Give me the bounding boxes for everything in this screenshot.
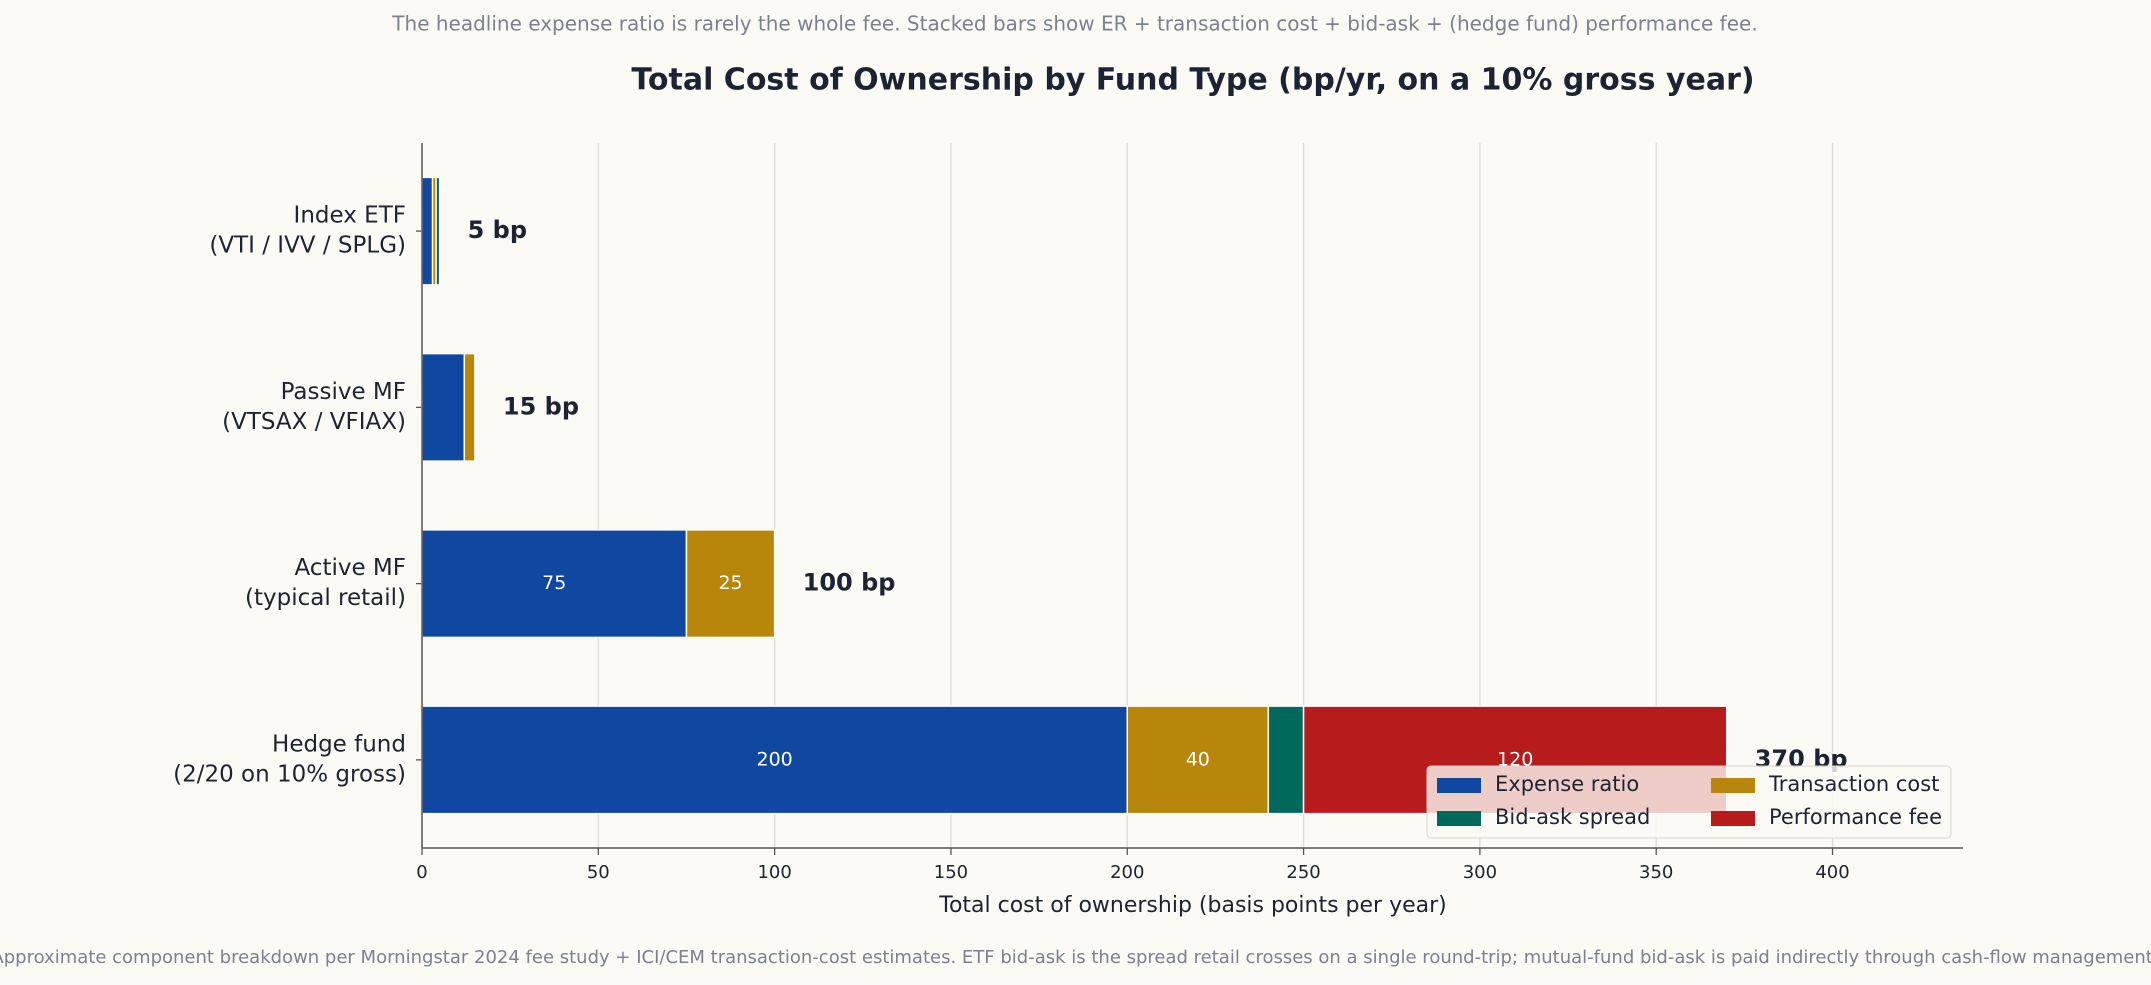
y-tick-label-line2: (2/20 on 10% gross) [173,761,406,787]
x-axis-label: Total cost of ownership (basis points pe… [938,893,1446,918]
x-tick-label: 50 [587,862,610,883]
total-label: 15 bp [503,392,579,420]
legend-label: Bid-ask spread [1495,805,1650,829]
x-tick-label: 200 [1110,862,1144,883]
x-tick-label: 100 [757,862,791,883]
legend-swatch [1437,778,1481,793]
bar-segment [1126,705,1270,815]
y-tick-label-line2: (VTI / IVV / SPLG) [209,233,406,259]
chart-title: Total Cost of Ownership by Fund Type (bp… [631,63,1754,98]
legend-label: Performance fee [1769,805,1942,829]
legend: Expense ratio Transaction cost Bid-ask spr… [1426,765,1952,839]
segment-label: 200 [756,748,792,770]
y-tick-label-line1: Passive MF [281,379,406,405]
bar-segment [685,529,776,639]
legend-box [1426,765,1952,839]
x-tick-label: 250 [1286,862,1320,883]
bar-segment [1267,705,1305,815]
subtitle: The headline expense ratio is rarely the… [391,12,1757,36]
segment-label: 40 [1186,748,1210,770]
x-tick-label: 350 [1639,862,1673,883]
x-tick-label: 0 [416,862,427,883]
total-label: 5 bp [468,216,527,244]
legend-label: Expense ratio [1495,772,1639,796]
footer: Approximate component breakdown per Morn… [0,947,2151,968]
segment-label: 120 [1497,748,1533,770]
y-tick-label-line2: (typical retail) [245,585,406,611]
x-tick-label: 300 [1463,862,1497,883]
bar-segment [463,352,476,462]
x-tick-label: 150 [934,862,968,883]
y-tick-label-line1: Index ETF [294,203,406,229]
bar-segment [435,176,441,286]
y-tick-label-line1: Active MF [294,555,406,581]
legend-swatch [1711,811,1755,826]
segment-label: 25 [718,572,742,594]
bar-segment [421,176,434,286]
y-tick-label-line1: Hedge fund [272,731,406,757]
segment-label: 75 [542,572,566,594]
x-tick-label: 400 [1815,862,1849,883]
legend-swatch [1437,811,1481,826]
bar-segment [421,352,466,462]
total-label: 100 bp [803,569,896,597]
y-tick-label-line2: (VTSAX / VFIAX) [222,409,406,435]
legend-swatch [1711,778,1755,793]
legend-label: Transaction cost [1768,772,1939,796]
